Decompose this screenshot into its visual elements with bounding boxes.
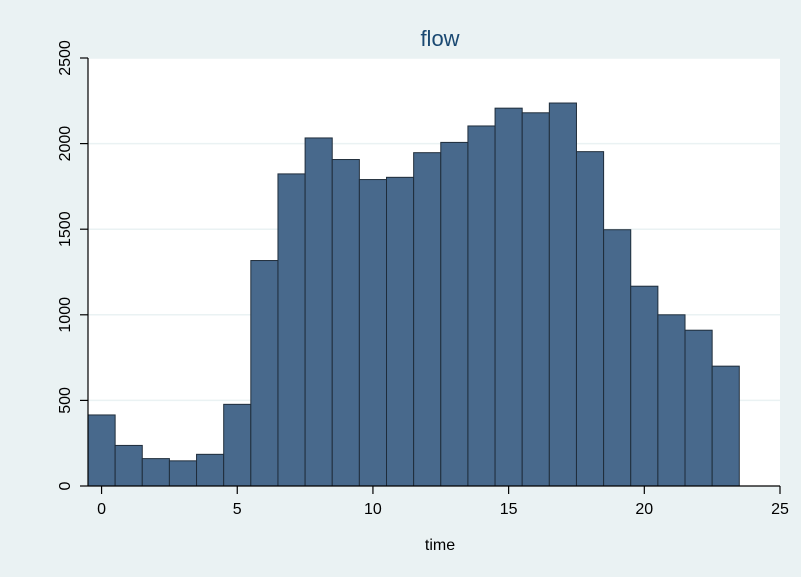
- histogram-bar: [440, 141, 469, 487]
- y-ticks: 0 500 1000 1500 2000 2500: [57, 40, 88, 490]
- histogram-bar: [223, 403, 252, 487]
- x-tick-label: 25: [771, 501, 789, 518]
- y-tick-label: 1000: [57, 297, 74, 333]
- histogram-bar: [304, 137, 333, 487]
- x-axis-title: time: [425, 537, 455, 554]
- histogram-bar: [548, 102, 577, 487]
- histogram-bar: [277, 173, 306, 487]
- histogram-bar: [196, 453, 225, 487]
- x-tick-label: 20: [635, 501, 653, 518]
- histogram-bar: [114, 444, 143, 487]
- x-tick-label: 5: [233, 501, 242, 518]
- axes: [87, 58, 780, 487]
- y-tick-label: 1500: [57, 211, 74, 247]
- histogram-bar: [141, 458, 170, 487]
- bars: [87, 102, 740, 487]
- x-tick-label: 0: [97, 501, 106, 518]
- x-tick-label: 15: [500, 501, 518, 518]
- histogram-bar: [603, 229, 632, 487]
- chart-title: flow: [420, 26, 459, 51]
- histogram-bar: [87, 414, 116, 487]
- y-tick-label: 0: [57, 481, 74, 490]
- histogram-bar: [331, 159, 360, 487]
- x-tick-label: 10: [364, 501, 382, 518]
- histogram-bar: [494, 107, 523, 487]
- y-tick-label: 2000: [57, 126, 74, 162]
- histogram-bar: [630, 285, 659, 487]
- histogram-bar: [250, 260, 279, 487]
- histogram-bar: [358, 179, 388, 487]
- histogram-bar: [386, 176, 415, 487]
- histogram-bar: [711, 365, 740, 487]
- y-tick-label: 2500: [57, 40, 74, 76]
- histogram-bar: [168, 460, 198, 487]
- histogram-bar: [684, 329, 713, 487]
- histogram-bar: [521, 112, 550, 487]
- x-ticks: 0 5 10 15 20 25: [97, 486, 789, 518]
- histogram-bar: [413, 152, 442, 487]
- histogram-bar: [575, 151, 605, 487]
- histogram-bar: [657, 314, 686, 487]
- histogram-bar: [467, 125, 496, 487]
- y-tick-label: 500: [57, 387, 74, 414]
